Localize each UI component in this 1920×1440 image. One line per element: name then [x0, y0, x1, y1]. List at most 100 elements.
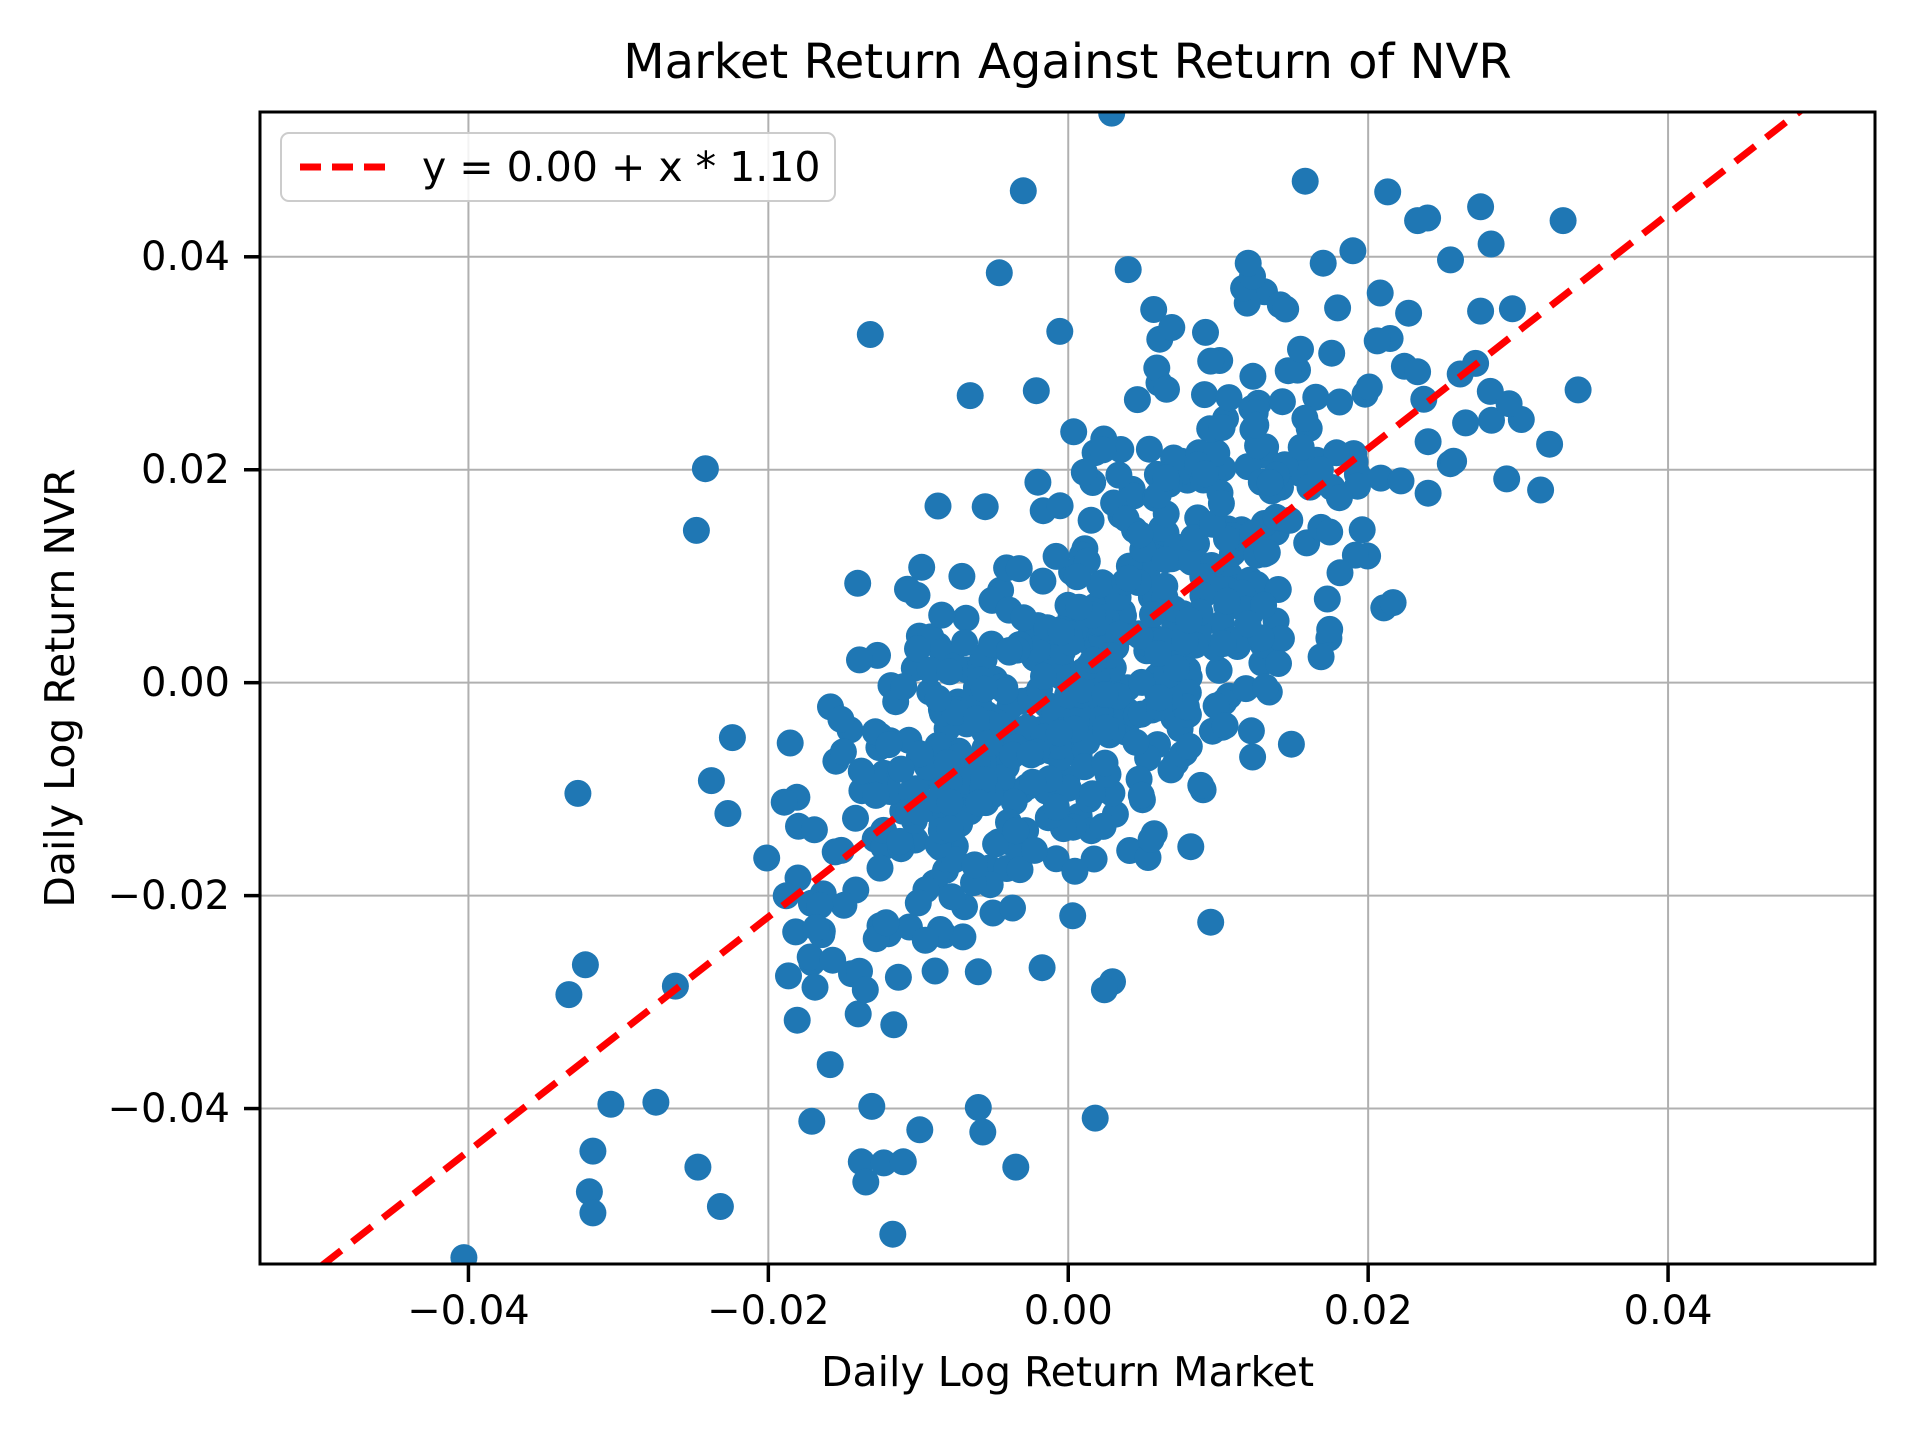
- scatter-point: [783, 1006, 811, 1034]
- scatter-point: [1047, 618, 1075, 646]
- scatter-point: [928, 601, 956, 629]
- scatter-point: [1374, 178, 1402, 206]
- scatter-point: [1002, 817, 1030, 845]
- scatter-point: [1077, 506, 1105, 534]
- scatter-point: [911, 926, 939, 954]
- x-axis-label: Daily Log Return Market: [820, 1348, 1315, 1396]
- scatter-point: [684, 1153, 712, 1181]
- scatter-point: [555, 981, 583, 1009]
- scatter-point: [1191, 460, 1219, 488]
- scatter-point: [450, 1244, 478, 1264]
- scatter-point: [1205, 656, 1233, 684]
- scatter-point: [1313, 585, 1341, 613]
- scatter-point: [1309, 249, 1337, 277]
- scatter-point: [985, 259, 1013, 287]
- scatter-point: [1437, 246, 1464, 274]
- scatter-point: [597, 1090, 625, 1118]
- scatter-point: [866, 854, 894, 882]
- scatter-point: [1090, 976, 1118, 1004]
- scatter-point: [1395, 299, 1423, 327]
- scatter-point: [1348, 516, 1376, 544]
- y-tick-label: −0.04: [107, 1085, 230, 1132]
- scatter-point: [1316, 615, 1344, 643]
- scatter-point: [1272, 295, 1300, 323]
- scatter-point: [1208, 414, 1236, 441]
- scatter-point: [1158, 314, 1186, 341]
- scatter-point: [1065, 593, 1093, 621]
- scatter-point: [908, 553, 936, 581]
- scatter-point: [1070, 458, 1098, 486]
- scatter-point: [1239, 362, 1267, 390]
- tick-marks: [244, 255, 1670, 1282]
- scatter-point: [753, 844, 781, 872]
- scatter-point: [1203, 439, 1231, 467]
- scatter-point: [697, 767, 725, 795]
- scatter-point: [821, 838, 849, 866]
- scatter-point: [1253, 539, 1281, 566]
- scatter-point: [1123, 386, 1151, 414]
- scatter-point: [776, 729, 804, 757]
- scatter-point: [579, 1137, 607, 1165]
- scatter-point: [964, 958, 992, 986]
- scatter-point: [1081, 1104, 1109, 1132]
- x-tick-label: 0.00: [1023, 1288, 1113, 1334]
- scatter-point: [880, 1011, 908, 1039]
- scatter-point: [798, 1107, 826, 1135]
- scatter-point: [956, 382, 984, 410]
- scatter-point: [965, 789, 993, 817]
- scatter-point: [1326, 388, 1354, 416]
- scatter-point: [1274, 357, 1302, 385]
- scatter-point: [906, 1116, 934, 1144]
- scatter-point: [1122, 728, 1150, 756]
- scatter-point: [936, 658, 964, 686]
- scatter-point: [1536, 430, 1564, 458]
- scatter-point: [1414, 428, 1442, 456]
- scatter-point: [1256, 469, 1284, 497]
- scatter-point: [995, 637, 1023, 664]
- scatter-point: [1440, 447, 1468, 475]
- scatter-point: [971, 493, 999, 521]
- scatter-point: [1191, 381, 1218, 409]
- scatter-point: [1079, 780, 1106, 808]
- scatter-point: [847, 757, 875, 785]
- scatter-point: [844, 569, 872, 597]
- scatter-point: [1042, 542, 1070, 570]
- scatter-point: [1028, 954, 1056, 982]
- scatter-point: [1030, 662, 1057, 690]
- scatter-point: [1199, 510, 1227, 538]
- scatter-point: [887, 755, 915, 783]
- scatter-point: [1268, 388, 1296, 416]
- scatter-point: [936, 788, 964, 816]
- scatter-point: [1192, 318, 1219, 346]
- scatter-point: [1414, 479, 1442, 507]
- scatter-point: [1016, 740, 1044, 768]
- scatter-point: [1009, 177, 1037, 205]
- scatter-point: [1323, 439, 1350, 467]
- scatter-point: [1242, 411, 1270, 439]
- scatter-point: [801, 973, 829, 1001]
- scatter-point: [904, 889, 932, 917]
- scatter-point: [1127, 781, 1155, 809]
- scatter-point: [1234, 610, 1262, 638]
- legend-label: y = 0.00 + x * 1.10: [422, 143, 821, 191]
- scatter-point: [970, 766, 998, 794]
- scatter-point: [889, 1148, 917, 1176]
- scatter-point: [1128, 668, 1156, 696]
- scatter-point: [796, 943, 824, 971]
- scatter-point: [858, 1092, 886, 1120]
- scatter-point: [1137, 825, 1165, 853]
- scatter-point: [1143, 354, 1171, 382]
- y-axis-label: Daily Log Return NVR: [36, 468, 84, 908]
- dashed-line-icon: [300, 163, 388, 171]
- scatter-point: [1000, 788, 1028, 816]
- scatter-point: [1339, 237, 1367, 265]
- scatter-point: [1042, 793, 1070, 821]
- scatter-point: [1239, 743, 1267, 771]
- scatter-point: [1175, 732, 1203, 760]
- gridlines: [260, 112, 1875, 1264]
- scatter-point: [1091, 714, 1119, 742]
- legend: y = 0.00 + x * 1.10: [280, 132, 836, 202]
- scatter-point: [1355, 373, 1383, 401]
- scatter-point: [642, 1088, 670, 1116]
